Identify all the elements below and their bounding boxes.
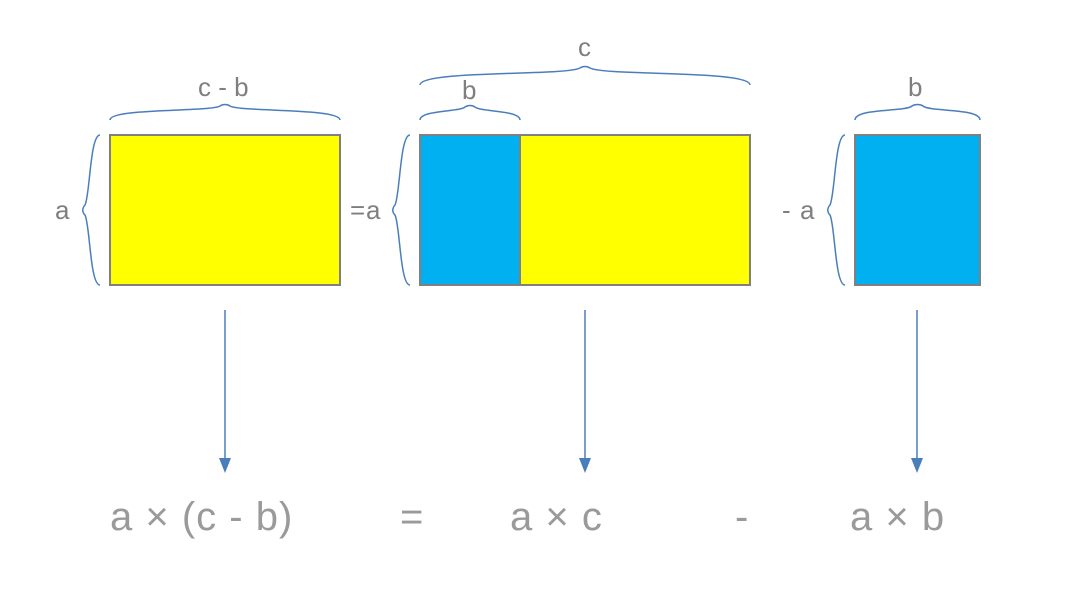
brace-left-3	[828, 135, 845, 285]
equation-eq: =	[400, 495, 424, 540]
brace-left-1	[83, 135, 100, 285]
brace-top-3	[855, 105, 980, 121]
equation-mid: a × c	[510, 495, 603, 540]
brace-top-2-b	[420, 106, 520, 121]
brace-top-1	[110, 105, 340, 121]
label-a-3: a	[800, 195, 814, 226]
label-top-3: b	[908, 72, 922, 103]
label-top-2-c: c	[578, 32, 591, 63]
rect-right	[855, 135, 980, 285]
label-op-eq: =	[350, 195, 365, 226]
label-top-2-b: b	[462, 75, 476, 106]
rect-mid-yellow	[520, 135, 750, 285]
equation-rhs: a × b	[850, 495, 945, 540]
label-a-1: a	[55, 195, 69, 226]
label-top-1: c - b	[198, 72, 249, 103]
rect-mid-blue	[420, 135, 520, 285]
equation-minus: -	[735, 495, 749, 540]
brace-left-2	[393, 135, 410, 285]
diagram-stage: a a a c - b c b b = - a × (c - b) = a × …	[0, 0, 1086, 596]
equation-lhs: a × (c - b)	[110, 495, 293, 540]
rect-left	[110, 135, 340, 285]
label-op-minus: -	[782, 195, 791, 226]
label-a-2: a	[366, 195, 380, 226]
